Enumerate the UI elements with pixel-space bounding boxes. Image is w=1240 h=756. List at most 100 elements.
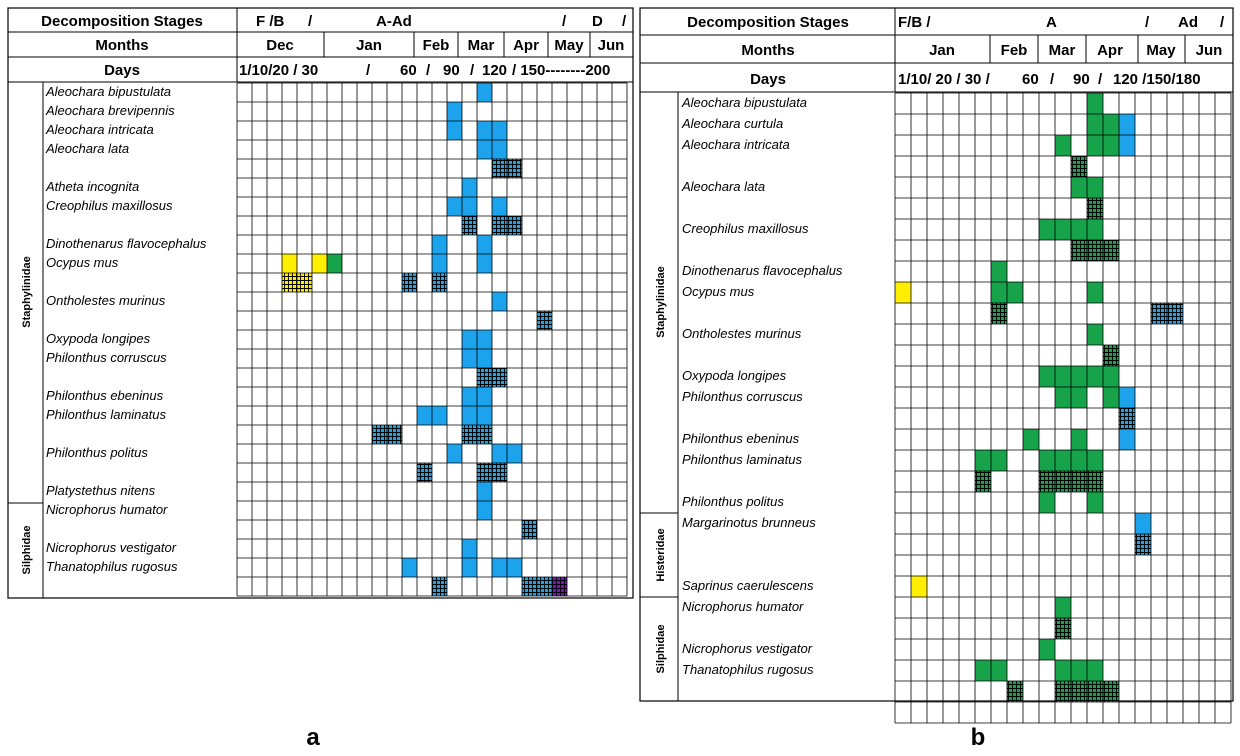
presence-cell-hatch <box>1103 681 1119 702</box>
a-day-6: 120 <box>482 62 507 79</box>
presence-cell <box>402 558 417 577</box>
presence-cell-hatch <box>402 273 417 292</box>
presence-cell-hatch <box>1151 303 1167 324</box>
b-species-label: Ontholestes murinus <box>682 326 802 341</box>
a-day-0: 1/10/20 / 30 <box>239 62 318 79</box>
b-day-2: / <box>1050 71 1055 88</box>
presence-cell <box>1039 492 1055 513</box>
a-species-label: Ontholestes murinus <box>46 293 166 308</box>
panel-b-frame <box>639 7 1234 702</box>
presence-cell-hatch <box>432 273 447 292</box>
presence-cell <box>462 539 477 558</box>
b-month-1: Feb <box>1001 42 1028 59</box>
b-species-label: Dinothenarus flavocephalus <box>682 263 843 278</box>
presence-cell-hatch <box>1039 471 1055 492</box>
presence-cell <box>492 444 507 463</box>
presence-cell <box>477 406 492 425</box>
b-days-label: Days <box>750 71 786 88</box>
presence-cell <box>507 444 522 463</box>
presence-cell-hatch <box>1071 681 1087 702</box>
presence-cell-hatch <box>522 520 537 539</box>
a-species-label: Philonthus politus <box>46 445 148 460</box>
a-species-label: Ocypus mus <box>46 255 119 270</box>
b-species-label: Creophilus maxillosus <box>682 221 809 236</box>
a-day-4: 90 <box>443 62 460 79</box>
b-species-label: Philonthus laminatus <box>682 452 802 467</box>
presence-cell-hatch <box>1071 471 1087 492</box>
presence-cell <box>432 254 447 273</box>
presence-cell <box>462 197 477 216</box>
presence-cell <box>1135 513 1151 534</box>
b-species-label: Thanatophilus rugosus <box>682 662 814 677</box>
presence-cell-hatch <box>507 216 522 235</box>
a-day-3: / <box>426 62 431 79</box>
b-stage-2: / <box>1145 14 1150 31</box>
presence-cell <box>975 660 991 681</box>
a-stages-label: Decomposition Stages <box>41 13 203 30</box>
presence-cell <box>991 261 1007 282</box>
presence-cell <box>1087 450 1103 471</box>
a-species-label: Philonthus laminatus <box>46 407 166 422</box>
presence-cell <box>477 387 492 406</box>
presence-cell <box>462 406 477 425</box>
presence-cell <box>312 254 327 273</box>
b-stage-4: / <box>1220 14 1225 31</box>
presence-cell <box>1039 219 1055 240</box>
b-species-label: Nicrophorus humator <box>682 599 804 614</box>
presence-cell <box>492 197 507 216</box>
b-stage-0: F/B / <box>898 14 931 31</box>
presence-cell <box>1087 282 1103 303</box>
presence-cell-hatch <box>552 577 567 596</box>
a-month-3: Mar <box>468 37 495 54</box>
presence-cell <box>1055 387 1071 408</box>
presence-cell <box>1039 450 1055 471</box>
presence-cell-hatch <box>492 463 507 482</box>
presence-cell-hatch <box>1071 240 1087 261</box>
b-months-label: Months <box>741 42 794 59</box>
presence-cell-hatch <box>1135 534 1151 555</box>
b-species-label: Saprinus caerulescens <box>682 578 814 593</box>
presence-cell <box>1087 492 1103 513</box>
a-months-label: Months <box>95 37 148 54</box>
presence-cell <box>1055 597 1071 618</box>
b-month-5: Jun <box>1196 42 1223 59</box>
presence-cell <box>895 282 911 303</box>
a-species-label: Platystethus nitens <box>46 483 156 498</box>
presence-cell <box>1071 660 1087 681</box>
a-day-5: / <box>470 62 475 79</box>
presence-cell <box>462 349 477 368</box>
presence-cell <box>282 254 297 273</box>
presence-cell <box>477 121 492 140</box>
b-species-label: Margarinotus brunneus <box>682 515 816 530</box>
presence-cell <box>911 576 927 597</box>
presence-cell-hatch <box>1087 240 1103 261</box>
presence-cell <box>1087 114 1103 135</box>
presence-cell <box>1103 366 1119 387</box>
presence-cell <box>1119 114 1135 135</box>
presence-cell-hatch <box>492 216 507 235</box>
presence-cell <box>1039 639 1055 660</box>
presence-cell-hatch <box>372 425 387 444</box>
a-species-label: Creophilus maxillosus <box>46 198 173 213</box>
presence-cell <box>1071 450 1087 471</box>
presence-cell <box>1055 450 1071 471</box>
b-species-label: Oxypoda longipes <box>682 368 787 383</box>
a-month-4: Apr <box>513 37 539 54</box>
a-presence-grid <box>236 82 628 597</box>
presence-cell <box>477 140 492 159</box>
presence-cell <box>477 482 492 501</box>
presence-cell <box>447 121 462 140</box>
presence-cell-hatch <box>477 463 492 482</box>
a-day-7: / 150--------200 <box>512 62 610 79</box>
a-family-staphylinidae: Staphylinidae <box>21 256 33 328</box>
presence-cell-hatch <box>282 273 297 292</box>
presence-cell <box>1055 135 1071 156</box>
a-species-label: Aleochara intricata <box>45 122 154 137</box>
a-species-label: Aleochara bipustulata <box>45 84 171 99</box>
presence-cell <box>975 450 991 471</box>
presence-cell <box>432 406 447 425</box>
b-stage-3: Ad <box>1178 14 1198 31</box>
presence-cell <box>1119 387 1135 408</box>
b-species-label: Aleochara intricata <box>681 137 790 152</box>
